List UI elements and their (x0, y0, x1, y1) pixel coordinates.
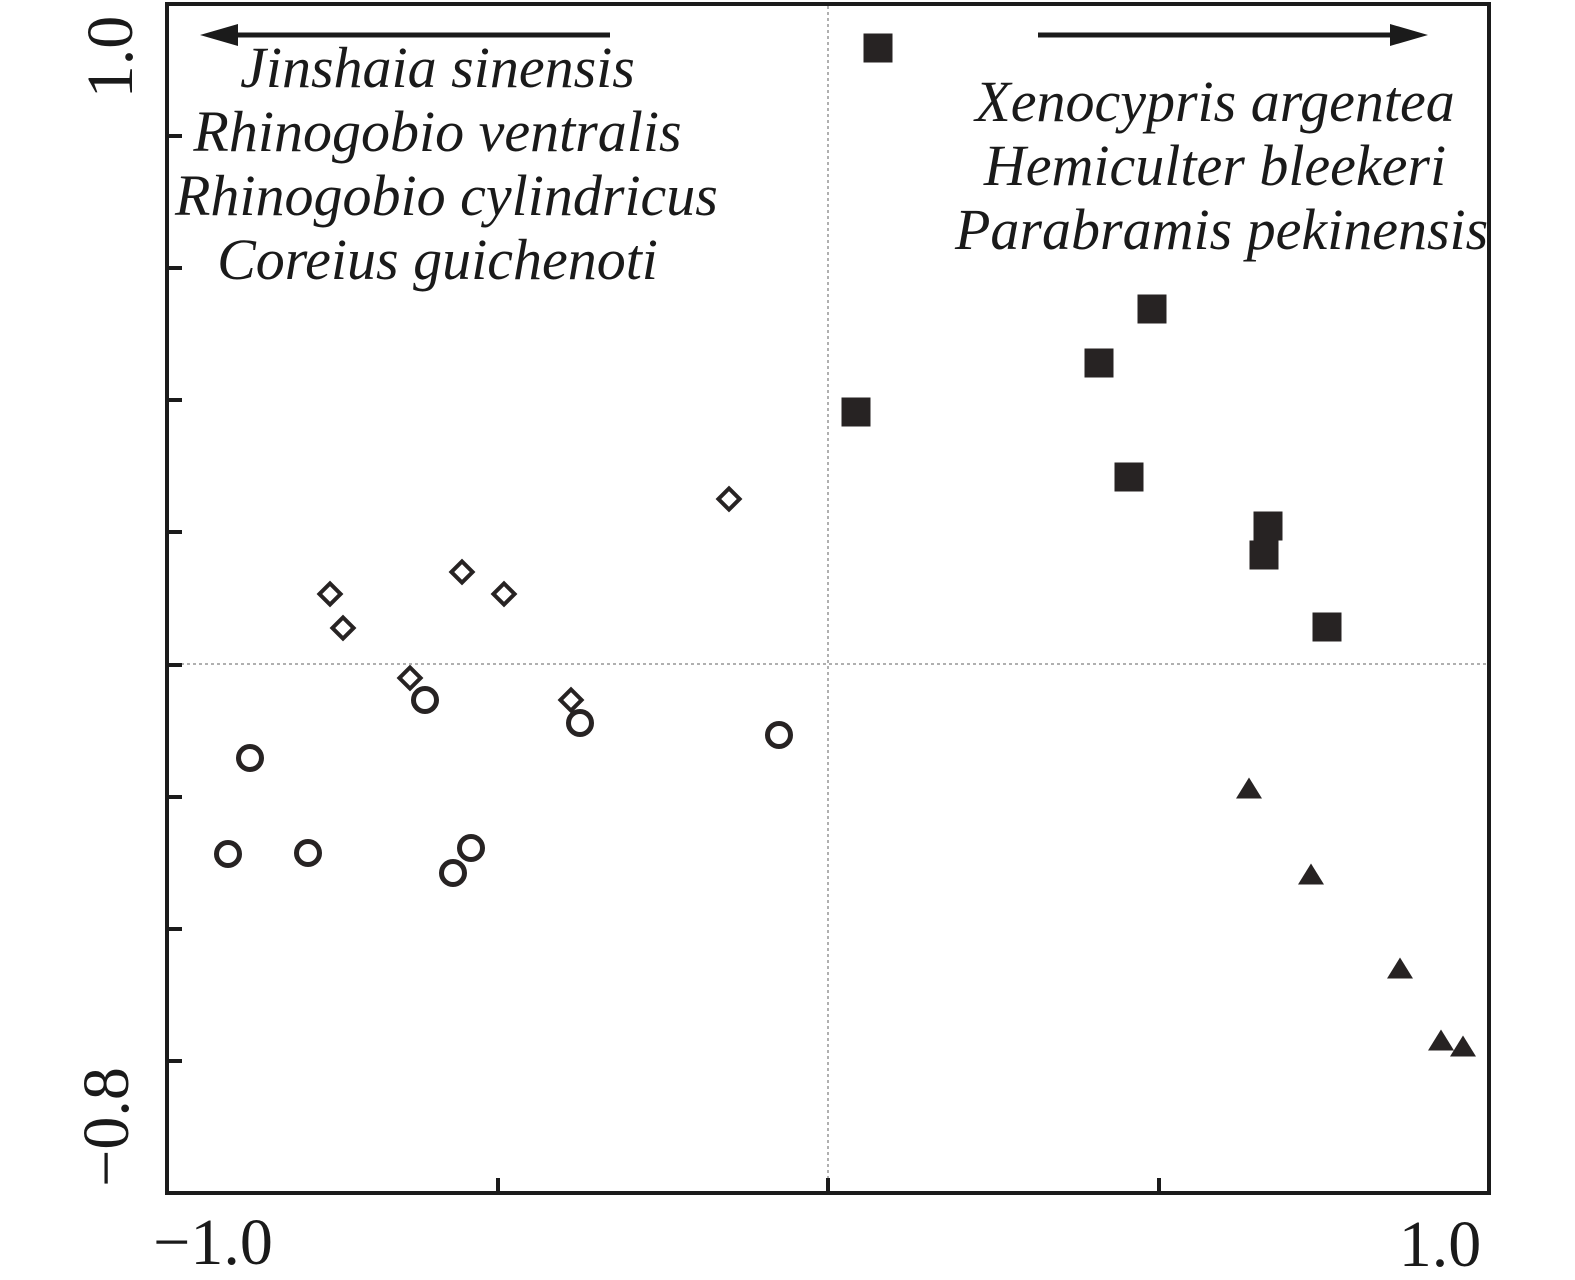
right-species-gradient-group: Xenocypris argentea Hemiculter bleekeri … (955, 69, 1489, 262)
y-axis-tick (169, 530, 182, 535)
point-filled-square (1253, 511, 1283, 541)
y-axis-max-label: 1.0 (74, 15, 147, 99)
species-name: Xenocypris argentea (975, 69, 1455, 134)
y-axis-tick (169, 1058, 182, 1063)
x-axis-min-label: −1.0 (153, 1206, 273, 1279)
point-filled-square (1249, 540, 1279, 570)
y-axis-tick (169, 266, 182, 271)
right-arrow-icon (1038, 24, 1428, 46)
point-open-circle (457, 834, 486, 863)
point-filled-square (1312, 612, 1342, 642)
point-open-circle (214, 840, 243, 869)
y-axis-tick (169, 398, 182, 403)
species-name: Parabramis pekinensis (955, 197, 1489, 262)
point-filled-square (1114, 462, 1144, 492)
y-axis-tick (169, 662, 182, 667)
point-filled-square (1137, 294, 1167, 324)
point-open-circle (438, 858, 467, 887)
x-axis-tick (1156, 1178, 1161, 1191)
zero-x-dashed-reference-line (827, 6, 829, 1191)
point-open-circle (293, 838, 322, 867)
point-filled-square (841, 397, 871, 427)
point-filled-square (863, 33, 893, 63)
y-axis-min-label: −0.8 (70, 1067, 143, 1187)
zero-y-dashed-reference-line (169, 663, 1487, 665)
left-arrow-icon (200, 24, 610, 46)
point-filled-triangle (1428, 1029, 1455, 1051)
point-open-circle (411, 685, 440, 714)
plot-frame (165, 2, 1491, 1195)
point-filled-square (1084, 348, 1114, 378)
species-name: Rhinogobio ventralis (193, 99, 682, 164)
left-species-gradient-group: Jinshaia sinensis Rhinogobio ventralis R… (175, 35, 718, 292)
species-name: Hemiculter bleekeri (983, 133, 1447, 198)
species-name: Jinshaia sinensis (240, 35, 635, 100)
y-axis-tick (169, 134, 182, 139)
point-open-circle (566, 709, 595, 738)
species-name: Coreius guichenoti (217, 227, 658, 292)
x-axis-tick (495, 1178, 500, 1191)
point-filled-triangle (1297, 863, 1324, 885)
point-filled-triangle (1450, 1035, 1477, 1057)
x-axis-tick (826, 1178, 830, 1191)
point-filled-triangle (1236, 777, 1263, 799)
species-name: Rhinogobio cylindricus (175, 163, 718, 228)
x-axis-max-label: 1.0 (1398, 1208, 1482, 1280)
y-axis-tick (169, 926, 182, 931)
point-open-circle (765, 720, 794, 749)
point-filled-triangle (1387, 957, 1414, 979)
point-open-circle (236, 744, 265, 773)
y-axis-tick (169, 794, 182, 799)
